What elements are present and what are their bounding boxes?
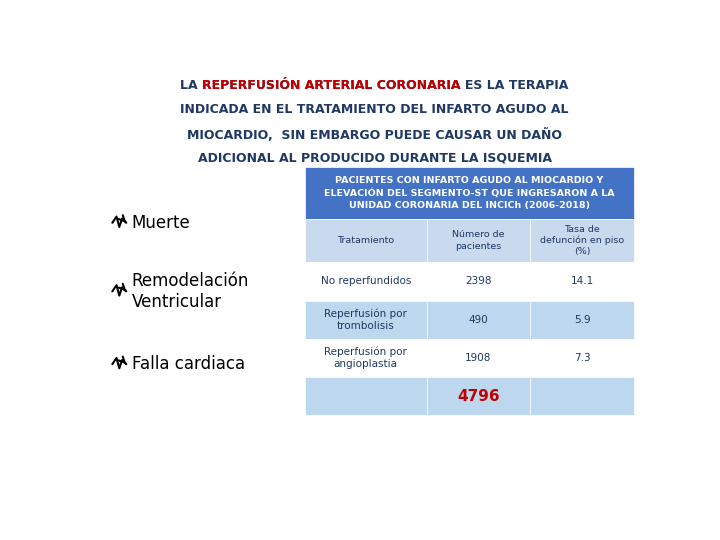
- Text: 7.3: 7.3: [574, 353, 590, 363]
- Text: Falla cardiaca: Falla cardiaca: [132, 355, 245, 373]
- Text: INDICADA EN EL TRATAMIENTO DEL INFARTO AGUDO AL: INDICADA EN EL TRATAMIENTO DEL INFARTO A…: [180, 104, 569, 117]
- Text: MIOCARDIO,  SIN EMBARGO PUEDE CAUSAR UN DAÑO: MIOCARDIO, SIN EMBARGO PUEDE CAUSAR UN D…: [187, 127, 562, 141]
- Text: Tratamiento: Tratamiento: [337, 236, 395, 245]
- Text: ADICIONAL AL PRODUCIDO DURANTE LA ISQUEMIA: ADICIONAL AL PRODUCIDO DURANTE LA ISQUEM…: [197, 152, 552, 165]
- Bar: [305, 167, 634, 219]
- Text: 2398: 2398: [465, 276, 492, 286]
- Bar: [427, 301, 531, 339]
- Text: 1908: 1908: [465, 353, 492, 363]
- Text: Remodelación
Ventricular: Remodelación Ventricular: [132, 272, 249, 311]
- Bar: [427, 262, 531, 301]
- Text: Tasa de
defunción en piso
(%): Tasa de defunción en piso (%): [540, 225, 624, 256]
- Bar: [305, 339, 427, 377]
- Text: REPERFUSIÓN ARTERIAL CORONARIA: REPERFUSIÓN ARTERIAL CORONARIA: [202, 79, 461, 92]
- Text: LA REPERFUSIÓN ARTERIAL CORONARIA ES LA TERAPIA: LA REPERFUSIÓN ARTERIAL CORONARIA ES LA …: [181, 79, 569, 92]
- Bar: [531, 377, 634, 415]
- Bar: [427, 377, 531, 415]
- Text: 4796: 4796: [457, 389, 500, 404]
- Text: 5.9: 5.9: [574, 315, 590, 325]
- Text: PACIENTES CON INFARTO AGUDO AL MIOCARDIO Y
ELEVACIÓN DEL SEGMENTO-ST QUE INGRESA: PACIENTES CON INFARTO AGUDO AL MIOCARDIO…: [324, 176, 615, 210]
- Bar: [531, 219, 634, 262]
- Bar: [305, 219, 427, 262]
- Bar: [531, 339, 634, 377]
- Bar: [531, 262, 634, 301]
- Bar: [427, 339, 531, 377]
- Text: Reperfusión por
angioplastia: Reperfusión por angioplastia: [324, 347, 408, 369]
- Text: Reperfusión por
trombolisis: Reperfusión por trombolisis: [324, 308, 408, 331]
- Bar: [305, 301, 427, 339]
- Text: Muerte: Muerte: [132, 214, 191, 232]
- Text: 14.1: 14.1: [570, 276, 594, 286]
- Text: Número de
pacientes: Número de pacientes: [452, 231, 505, 251]
- Bar: [305, 377, 427, 415]
- Text: 490: 490: [469, 315, 488, 325]
- Bar: [531, 301, 634, 339]
- Text: No reperfundidos: No reperfundidos: [320, 276, 411, 286]
- Bar: [427, 219, 531, 262]
- Bar: [305, 262, 427, 301]
